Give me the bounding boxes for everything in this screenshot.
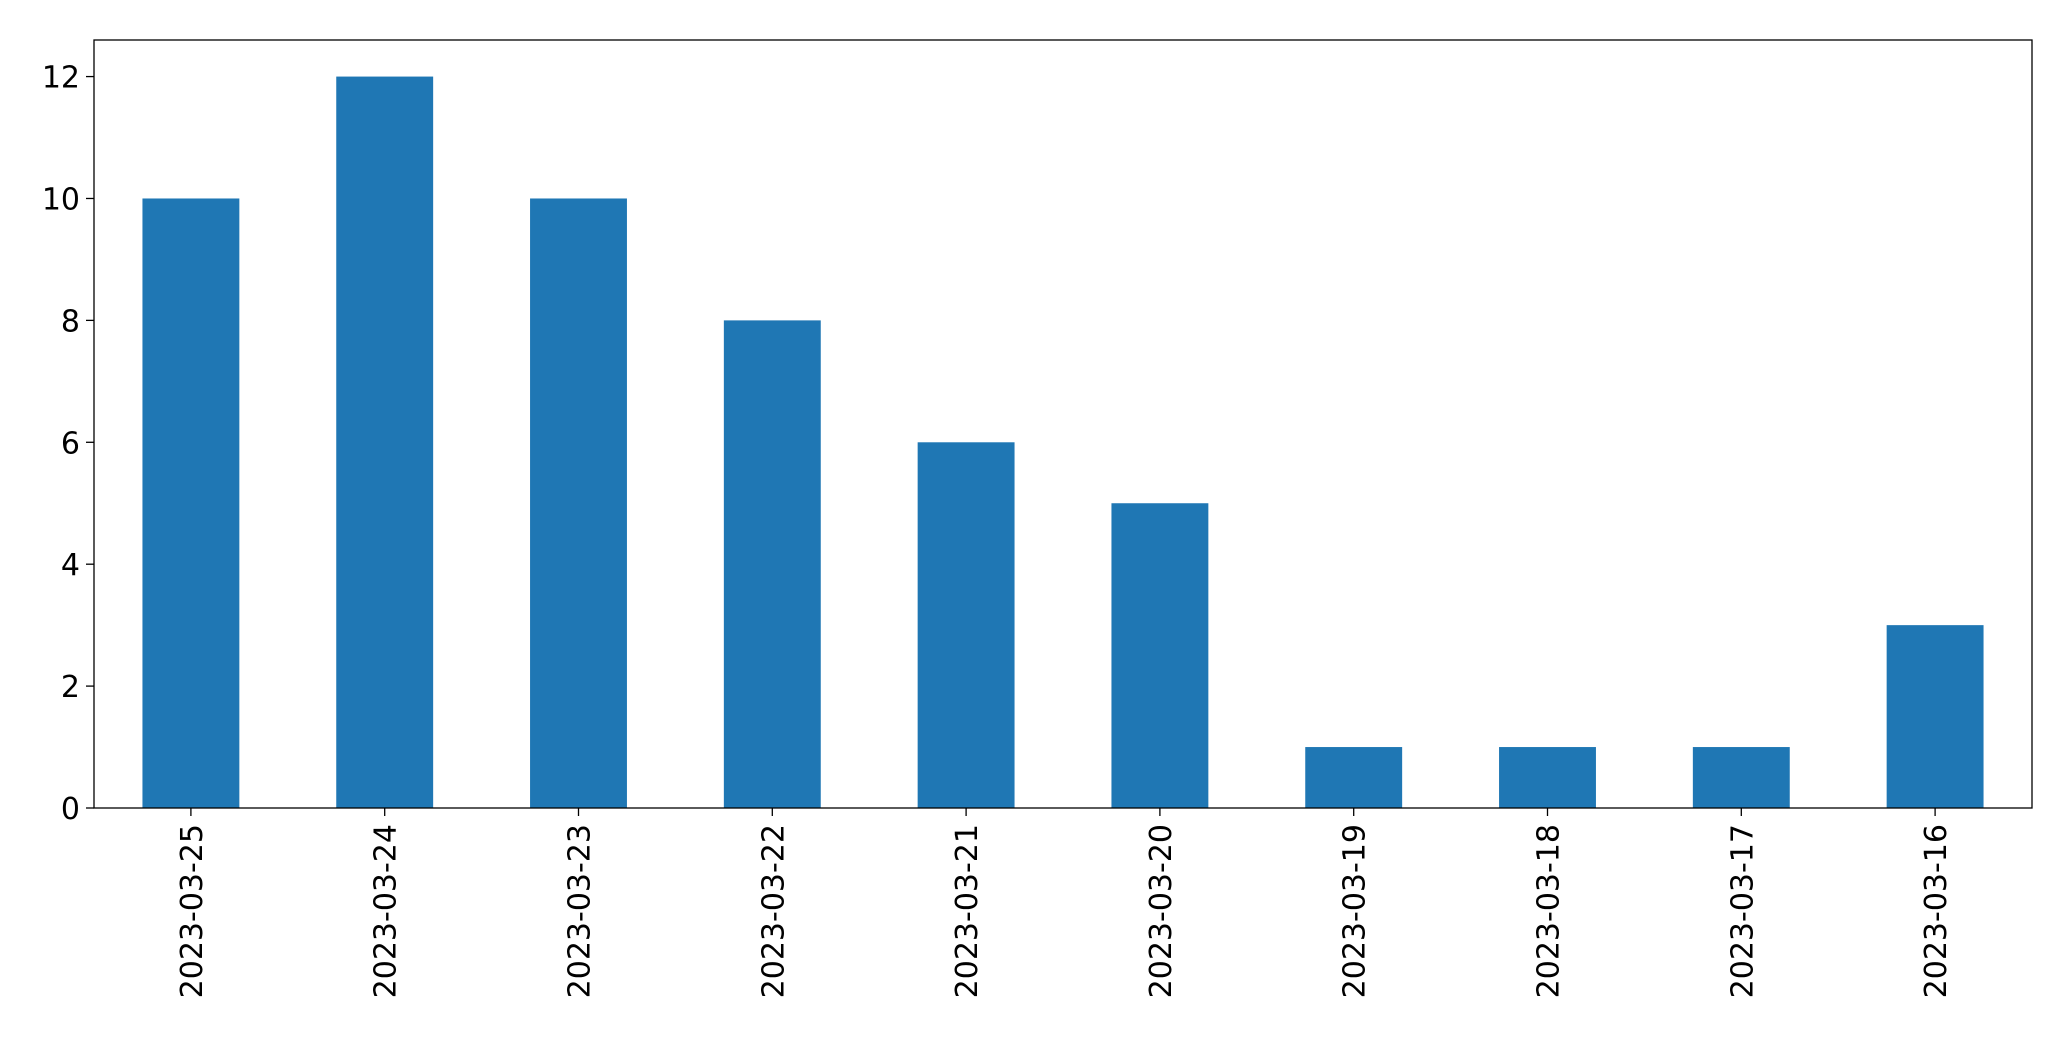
bar bbox=[530, 198, 627, 808]
bar bbox=[336, 76, 434, 809]
bar bbox=[917, 442, 1015, 808]
plot-frame bbox=[93, 39, 2033, 809]
bar bbox=[1886, 625, 1984, 808]
x-tick-label: 2023-03-20 bbox=[1144, 824, 1179, 998]
bar bbox=[1111, 503, 1209, 808]
bar bbox=[1692, 747, 1790, 808]
x-tick-label: 2023-03-24 bbox=[369, 824, 404, 998]
y-tick-label: 8 bbox=[61, 304, 80, 339]
y-tick-label: 4 bbox=[61, 548, 80, 583]
y-tick-label: 0 bbox=[61, 792, 80, 827]
x-tick-label: 2023-03-18 bbox=[1532, 824, 1567, 998]
y-tick-label: 6 bbox=[61, 426, 80, 461]
x-tick-label: 2023-03-17 bbox=[1725, 824, 1760, 998]
x-tick-label: 2023-03-23 bbox=[563, 824, 598, 998]
x-tick-label: 2023-03-25 bbox=[175, 824, 210, 998]
bar bbox=[1499, 747, 1596, 808]
x-tick-label: 2023-03-16 bbox=[1919, 824, 1954, 998]
y-tick-label: 10 bbox=[42, 182, 80, 217]
bar bbox=[1305, 747, 1403, 808]
y-tick-label: 12 bbox=[42, 61, 80, 96]
bar bbox=[142, 198, 240, 808]
bar bbox=[723, 320, 821, 808]
x-tick-label: 2023-03-19 bbox=[1338, 824, 1373, 998]
x-tick-label: 2023-03-22 bbox=[756, 824, 791, 998]
x-tick-label: 2023-03-21 bbox=[950, 824, 985, 998]
y-tick-label: 2 bbox=[61, 670, 80, 705]
